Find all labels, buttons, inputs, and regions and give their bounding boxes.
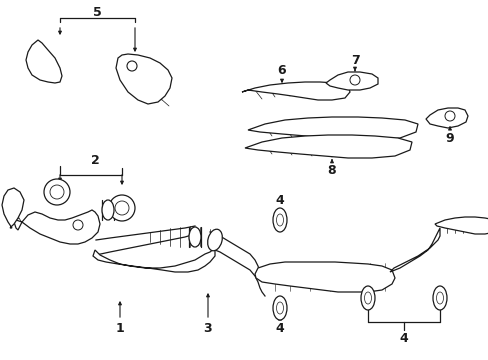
- Polygon shape: [242, 82, 349, 100]
- Text: 5: 5: [92, 5, 101, 18]
- Ellipse shape: [432, 286, 446, 310]
- Text: 2: 2: [90, 153, 99, 166]
- Text: 7: 7: [350, 54, 359, 67]
- Ellipse shape: [189, 227, 201, 247]
- Polygon shape: [389, 228, 439, 272]
- Polygon shape: [26, 40, 62, 83]
- Circle shape: [109, 195, 135, 221]
- Ellipse shape: [207, 229, 222, 251]
- Polygon shape: [254, 262, 394, 292]
- Ellipse shape: [272, 296, 286, 320]
- Text: 9: 9: [445, 131, 453, 144]
- Polygon shape: [325, 72, 377, 90]
- Text: 1: 1: [115, 321, 124, 334]
- Text: 3: 3: [203, 321, 212, 334]
- Circle shape: [349, 75, 359, 85]
- Text: 4: 4: [399, 332, 407, 345]
- Polygon shape: [434, 217, 488, 234]
- Circle shape: [73, 220, 83, 230]
- Polygon shape: [247, 117, 417, 140]
- Ellipse shape: [102, 200, 114, 220]
- Polygon shape: [116, 54, 172, 104]
- Text: 4: 4: [275, 194, 284, 207]
- Polygon shape: [244, 135, 411, 158]
- Ellipse shape: [272, 208, 286, 232]
- Polygon shape: [14, 210, 100, 244]
- Ellipse shape: [360, 286, 374, 310]
- Text: 6: 6: [277, 63, 286, 77]
- Text: 8: 8: [327, 163, 336, 176]
- Circle shape: [44, 179, 70, 205]
- Polygon shape: [425, 108, 467, 128]
- Circle shape: [444, 111, 454, 121]
- Text: 4: 4: [275, 321, 284, 334]
- Polygon shape: [93, 248, 215, 272]
- Polygon shape: [2, 188, 24, 228]
